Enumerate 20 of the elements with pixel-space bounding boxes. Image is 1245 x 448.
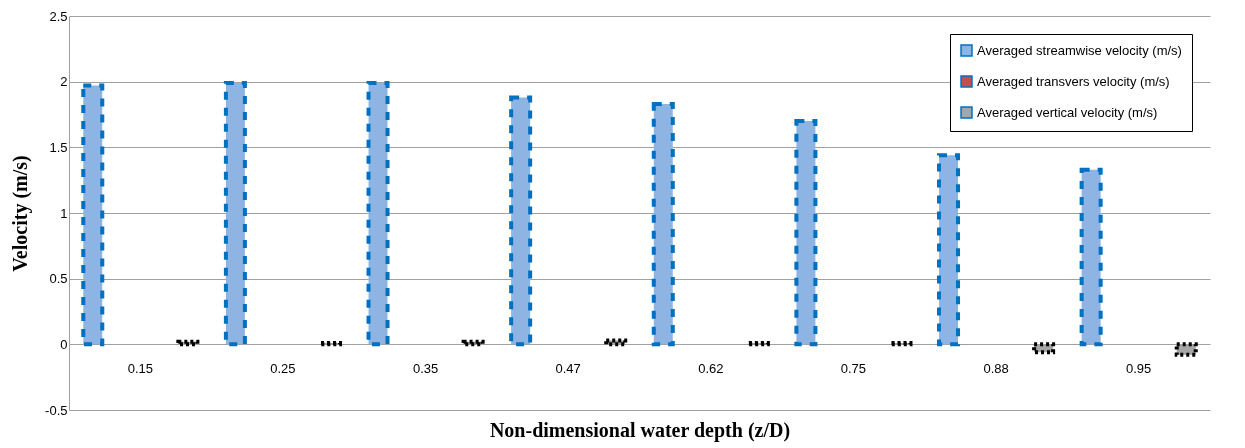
y-tick-label: 1.5 xyxy=(49,139,68,155)
x-tick-label: 0.25 xyxy=(270,360,296,376)
x-tick-label: 0.15 xyxy=(127,360,153,376)
x-tick-label: 0.75 xyxy=(840,360,867,376)
x-tick-label: 0.95 xyxy=(1126,360,1152,376)
y-tick-label: 2 xyxy=(60,74,68,90)
x-tick-label: 0.62 xyxy=(698,360,724,376)
x-tick-label: 0.35 xyxy=(412,360,439,376)
y-axis-title: Velocity (m/s) xyxy=(9,155,33,272)
legend-label: Averaged streamwise velocity (m/s) xyxy=(977,42,1182,58)
y-tick-label: 1 xyxy=(60,205,68,221)
x-tick-label: 0.88 xyxy=(983,360,1009,376)
x-axis-title: Non-dimensional water depth (z/D) xyxy=(489,418,791,442)
y-tick-label: 0 xyxy=(60,336,68,352)
legend-label: Averaged vertical velocity (m/s) xyxy=(977,104,1158,120)
legend-label: Averaged transvers velocity (m/s) xyxy=(977,73,1170,89)
y-tick-label: 0.5 xyxy=(49,271,68,287)
x-tick-label: 0.47 xyxy=(555,360,581,376)
y-tick-label: -0.5 xyxy=(45,402,68,418)
y-tick-label: 2.5 xyxy=(49,8,68,24)
